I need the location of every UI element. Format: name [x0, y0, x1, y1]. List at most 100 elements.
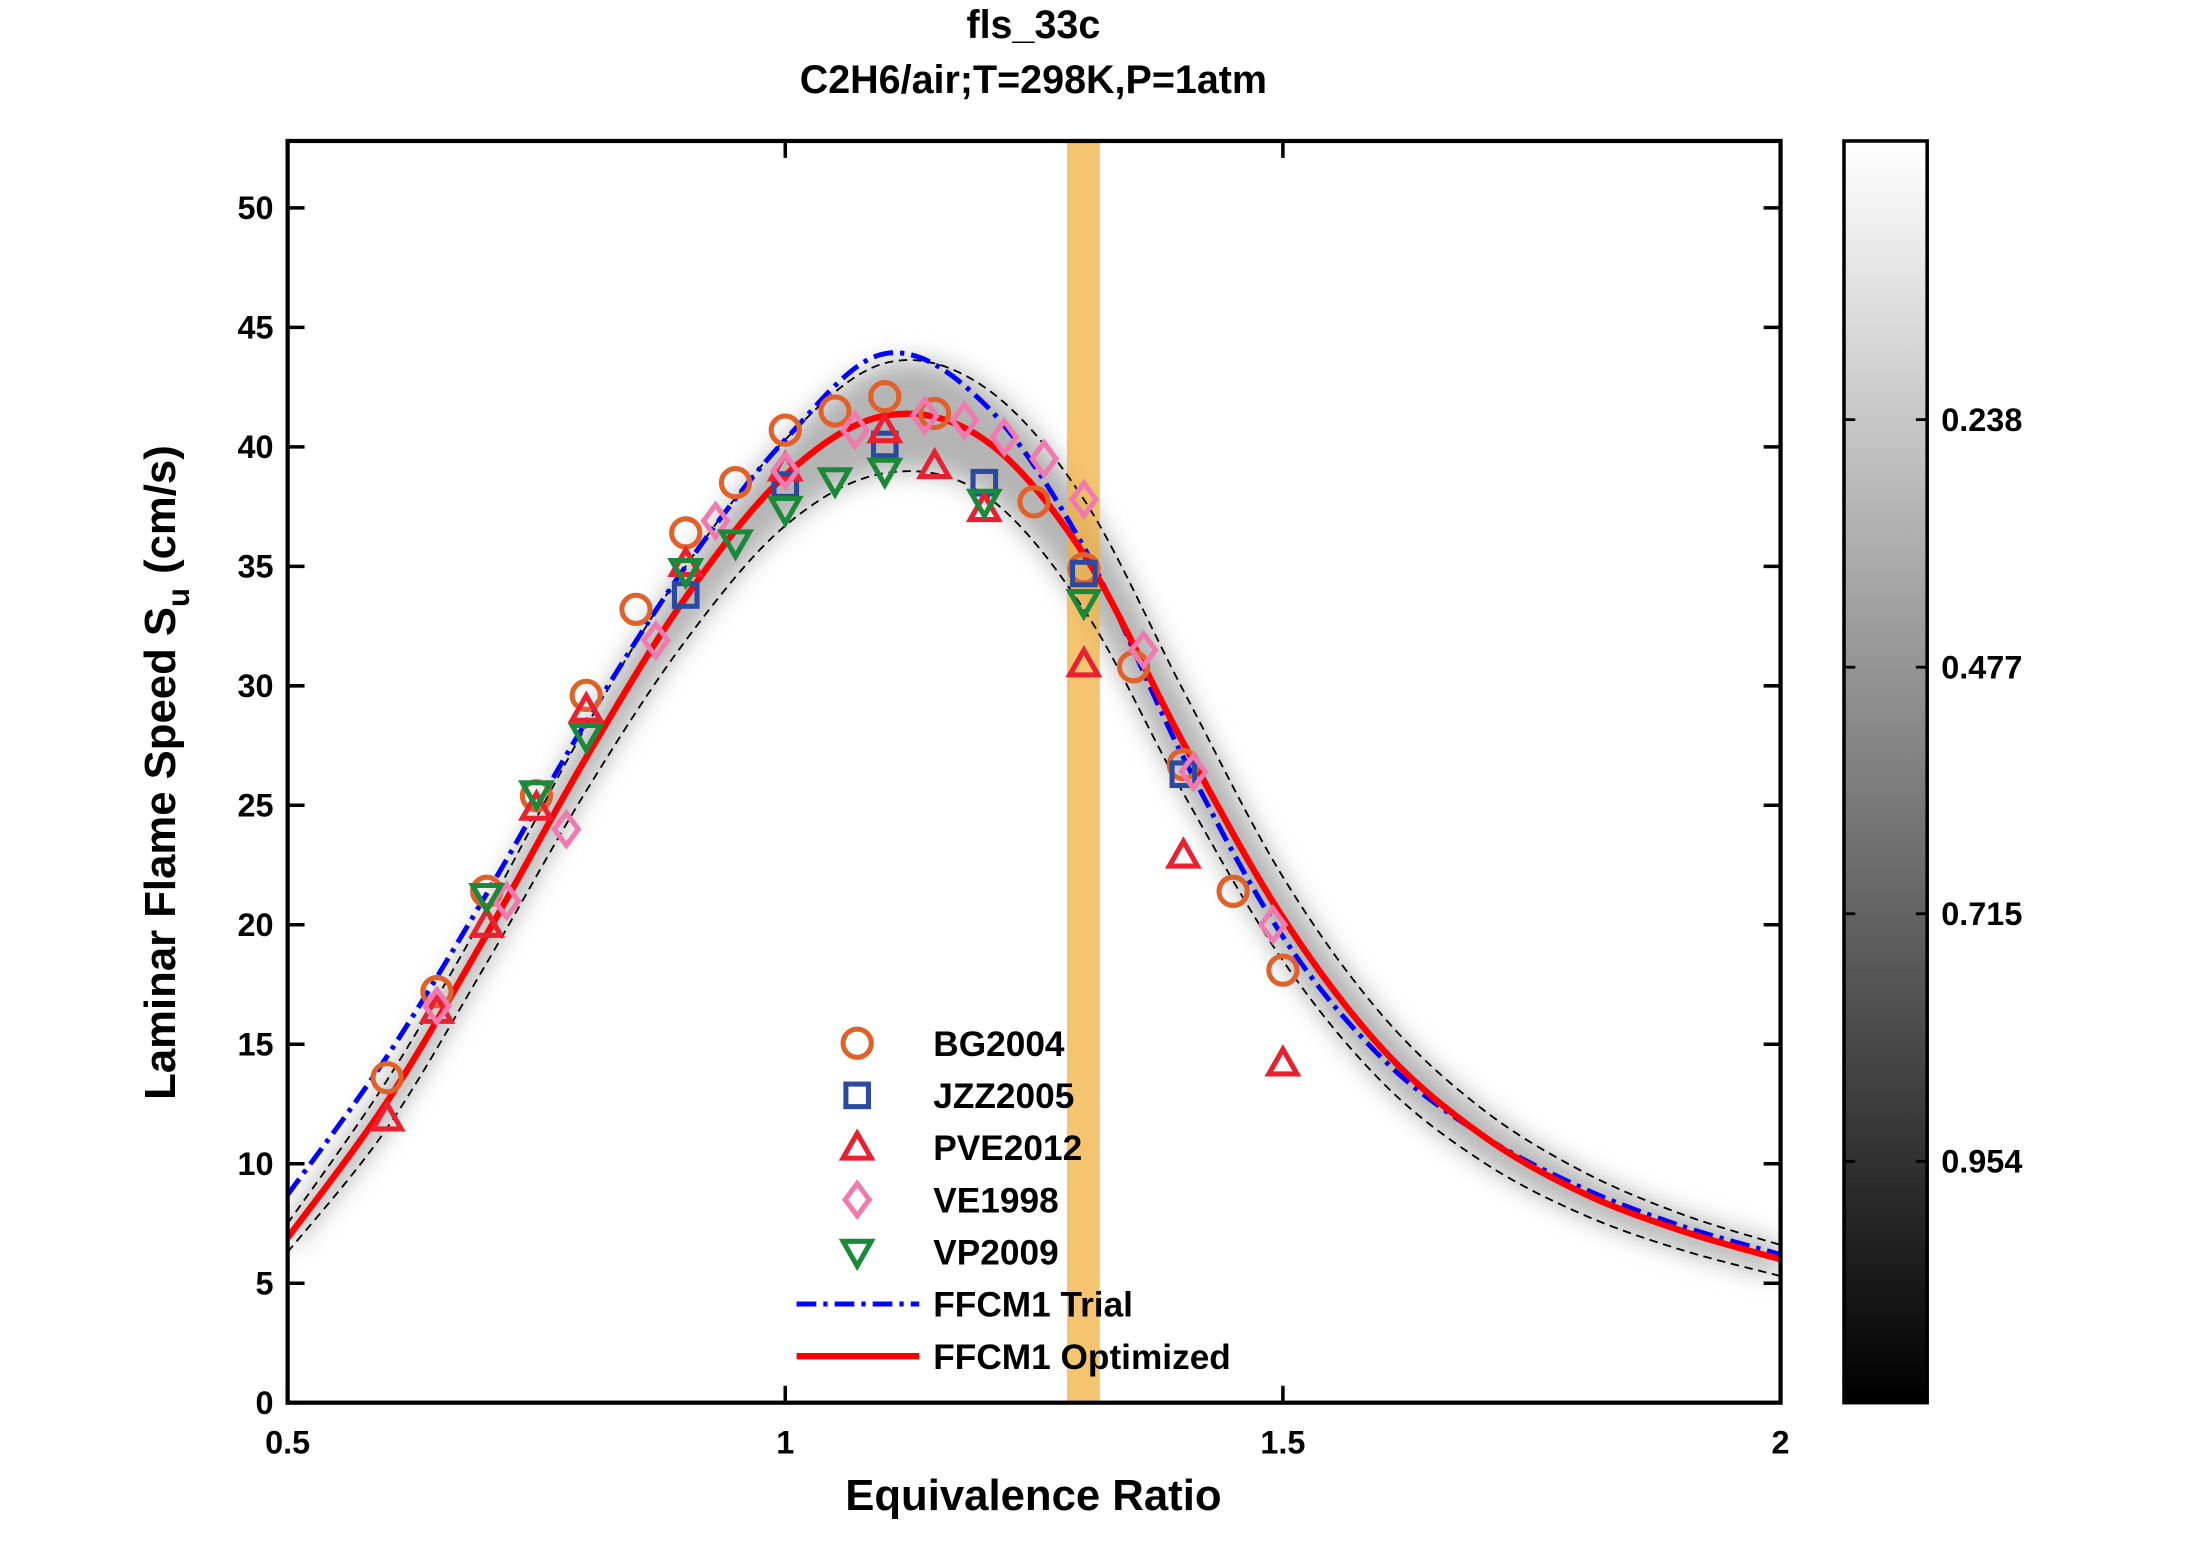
highlight-band: [1066, 140, 1100, 1403]
series-line: [287, 410, 1781, 1263]
marker-circle: [840, 1026, 874, 1060]
marker-triangle: [567, 690, 605, 723]
y-label-main: Laminar Flame Speed S: [136, 607, 185, 1100]
axes: 0 5 10 15 20 25 30 35 40 45 50 0.5 1 1.5 2 0.238 0.477 0.…: [237, 138, 2022, 1460]
marker-triangle-down: [816, 467, 854, 500]
y-tick-label: 15: [237, 1027, 273, 1063]
title-line: fls_33c: [966, 3, 1100, 47]
legend: BG2004 JZZ2005 PVE2012 VE1998 VP2009 FFCM1 Tr…: [796, 1025, 1231, 1377]
marker-diamond: [1178, 751, 1209, 793]
marker-triangle-down: [965, 488, 1003, 522]
marker-diamond: [700, 500, 731, 542]
plot-area: [287, 140, 1781, 1403]
marker-square: [1169, 760, 1198, 789]
legend-label: VE1998: [933, 1181, 1058, 1220]
uncertainty-shade: [287, 360, 1781, 1277]
marker-circle: [569, 678, 603, 713]
marker-circle: [1216, 874, 1250, 908]
colorbar-tick-label: 0.477: [1941, 649, 2022, 685]
marker-triangle-down: [717, 529, 754, 562]
marker-diamond: [421, 985, 453, 1027]
marker-triangle: [866, 410, 904, 444]
x-tick-label: 0.5: [265, 1424, 310, 1460]
marker-triangle: [368, 1099, 406, 1132]
marker-circle: [420, 975, 454, 1009]
marker-triangle: [838, 1128, 876, 1161]
legend-label: PVE2012: [933, 1129, 1082, 1168]
legend-label: BG2004: [933, 1025, 1065, 1064]
axes-box: [285, 138, 1783, 1405]
series-line: [287, 470, 1781, 1277]
marker-diamond: [770, 450, 801, 492]
legend-label: FFCM1 Optimized: [933, 1338, 1231, 1377]
marker-triangle-down: [667, 557, 705, 591]
x-tick-label: 1.5: [1260, 1424, 1305, 1460]
marker-triangle-down: [468, 882, 506, 916]
marker-triangle-down: [766, 495, 804, 529]
marker-triangle: [916, 446, 954, 480]
marker-circle: [818, 394, 852, 428]
x-tick-label: 2: [1772, 1424, 1790, 1460]
colorbar-tick-label: 0.238: [1941, 402, 2022, 438]
marker-circle: [768, 413, 802, 447]
marker-triangle-down: [517, 780, 555, 813]
x-tick-label: 1: [776, 1424, 794, 1460]
marker-diamond: [839, 409, 871, 451]
marker-square: [1070, 559, 1098, 588]
marker-triangle-down: [866, 457, 904, 490]
y-tick-label: 45: [237, 310, 273, 346]
marker-diamond: [909, 395, 940, 437]
marker-triangle-down: [838, 1238, 876, 1272]
marker-square: [843, 1081, 871, 1110]
y-label-unit: (cm/s): [136, 445, 185, 574]
marker-triangle: [517, 788, 555, 821]
marker-diamond: [1128, 629, 1159, 671]
series-line: [287, 359, 1781, 1246]
y-tick-label: 0: [255, 1385, 273, 1421]
marker-diamond: [491, 880, 522, 922]
y-tick-label: 50: [237, 190, 273, 226]
marker-diamond: [949, 400, 980, 442]
marker-circle: [868, 380, 902, 414]
marker-diamond: [842, 1179, 873, 1221]
y-label-sub: u: [161, 588, 196, 607]
y-tick-label: 25: [237, 788, 273, 824]
marker-triangle: [1264, 1044, 1302, 1077]
marker-diamond: [1028, 438, 1060, 480]
colorbar: [1842, 139, 1929, 1405]
marker-triangle: [468, 905, 506, 938]
legend-label: FFCM1 Trial: [933, 1286, 1133, 1325]
marker-circle: [619, 592, 653, 626]
marker-square: [870, 430, 899, 459]
marker-circle: [370, 1061, 404, 1095]
marker-triangle-down: [567, 722, 605, 756]
marker-circle: [669, 516, 703, 550]
x-axis-label: Equivalence Ratio: [845, 1471, 1221, 1520]
marker-diamond: [640, 619, 672, 661]
y-tick-label: 5: [255, 1265, 273, 1301]
y-tick-label: 10: [237, 1146, 273, 1182]
legend-label: VP2009: [933, 1234, 1058, 1273]
title-line: C2H6/air;T=298K,P=1atm: [800, 58, 1267, 102]
y-tick-label: 35: [237, 549, 273, 585]
marker-diamond: [989, 416, 1020, 458]
marker-diamond: [1068, 478, 1099, 520]
colorbar-tick-label: 0.954: [1941, 1144, 2022, 1180]
marker-triangle-down: [1065, 589, 1103, 622]
marker-circle: [917, 396, 952, 431]
y-tick-label: 40: [237, 429, 273, 465]
marker-diamond: [551, 808, 582, 850]
legend-label: JZZ2005: [933, 1077, 1074, 1116]
marker-diamond: [1257, 904, 1289, 946]
y-tick-label: 20: [237, 907, 273, 943]
marker-triangle: [1065, 645, 1103, 678]
marker-triangle: [1164, 836, 1202, 869]
y-tick-label: 30: [237, 668, 273, 704]
marker-circle: [1017, 485, 1051, 519]
marker-circle: [718, 466, 753, 500]
y-axis-label: Laminar Flame Speed Su (cm/s): [136, 445, 196, 1100]
series-line: [287, 350, 1781, 1257]
colorbar-tick-label: 0.715: [1941, 896, 2022, 932]
